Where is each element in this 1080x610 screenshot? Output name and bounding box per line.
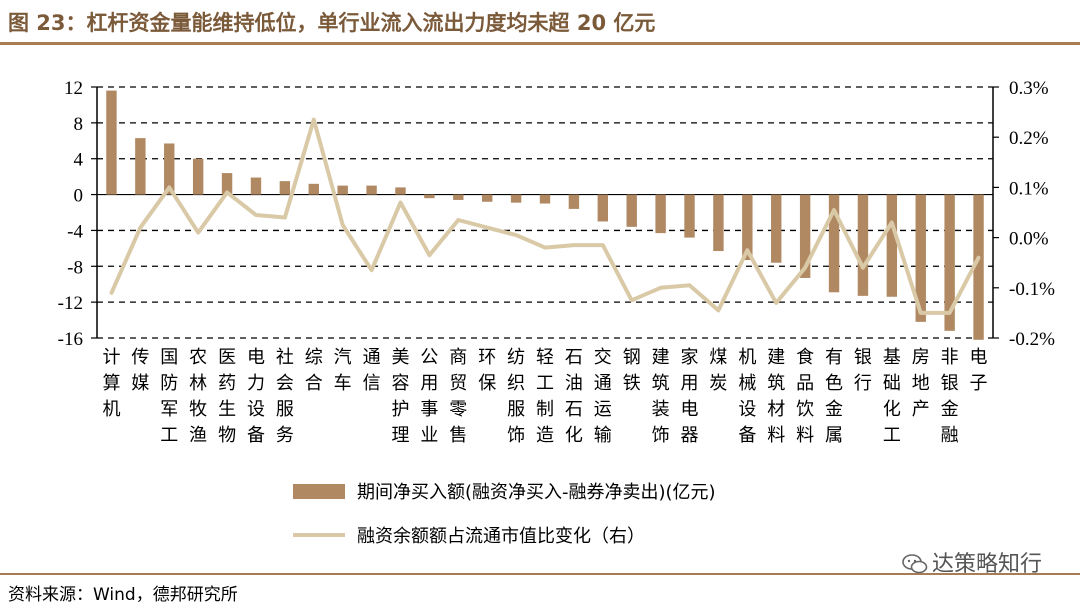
bar [655,194,666,234]
bar [510,194,522,203]
category-label: 钢铁 [623,347,641,394]
category-label: 通信 [363,347,381,394]
bar [453,194,464,200]
bar [221,173,233,195]
bar-series [106,90,984,340]
bar [424,194,435,199]
line-series [109,117,981,315]
wechat-icon [902,554,928,574]
legend: 期间净买入额(融资净买入-融券净卖出)(亿元) 融资余额额占流通市值比变化（右） [293,482,716,547]
category-label: 机械设备 [738,347,756,446]
category-labels: 计算机传媒国防军工农林牧渔医药生物电力设备社会服务综合汽车通信美容护理公用事业商… [102,347,987,446]
bar [539,194,551,204]
category-label: 建筑材料 [767,347,785,446]
right-tick-label: -0.2% [1009,329,1055,350]
bar [135,138,146,195]
left-tick-label: -16 [58,329,83,350]
page-title: 图 23：杠杆资金量能维持低位，单行业流入流出力度均未超 20 亿元 [8,11,656,35]
category-label: 综合 [305,347,323,394]
right-tick-label: 0.0% [1009,229,1049,250]
category-label: 石油石化 [565,347,583,446]
bar [684,194,695,238]
category-label: 基础化工 [883,347,901,446]
category-label: 非银金融 [941,347,959,446]
category-label: 医药生物 [218,347,236,446]
category-label: 食品饮料 [796,347,814,446]
category-label: 公用事业 [420,347,438,446]
bar [366,185,377,195]
left-tick-label: 8 [74,114,84,135]
bar [250,177,262,195]
bar [164,143,175,195]
category-label: 房地产 [912,347,930,420]
bar [481,194,493,202]
category-label: 商贸零售 [449,347,467,446]
bar [395,187,406,195]
axes [96,87,994,338]
right-tick-label: 0.1% [1009,178,1049,199]
top-rule [0,42,1080,45]
right-tick-label: -0.1% [1009,279,1055,300]
category-label: 银行 [854,347,872,394]
bar [742,194,753,261]
left-tick-label: -12 [58,293,83,314]
category-label: 社会服务 [276,347,294,446]
category-label: 农林牧渔 [189,347,207,446]
category-label: 电子 [970,347,988,394]
watermark-text: 达策略知行 [931,552,1042,577]
left-tick-label: -8 [67,257,83,278]
bar [944,194,955,331]
bar [973,194,984,340]
legend-label-line: 融资余额额占流通市值比变化（右） [357,526,645,547]
category-label: 纺织服饰 [507,347,525,446]
category-label: 国防军工 [160,347,178,446]
category-label: 家用电器 [681,347,699,446]
left-tick-label: 12 [64,78,83,99]
category-label: 交通运输 [594,347,612,446]
bar [279,181,291,195]
category-label: 建筑装饰 [652,347,670,446]
category-label: 汽车 [334,347,352,394]
bar [192,158,204,195]
left-tick-label: 4 [74,150,84,171]
bar [597,194,609,222]
series-line [109,117,981,315]
legend-label-bars: 期间净买入额(融资净买入-融券净卖出)(亿元) [357,482,716,503]
category-label: 传媒 [131,347,149,394]
category-label: 轻工制造 [536,347,554,446]
bottom-rule [0,573,1080,575]
bar [799,194,811,278]
bar [771,194,782,263]
bar [337,185,348,195]
bar [915,194,926,322]
right-tick-label: 0.2% [1009,128,1049,149]
category-label: 煤炭 [709,347,727,394]
watermark: 达策略知行 [902,546,1042,578]
source-note: 资料来源：Wind，德邦研究所 [8,585,238,605]
category-label: 环保 [478,347,496,394]
category-label: 计算机 [102,347,120,420]
bar [713,194,724,252]
bar [308,183,319,195]
category-label: 美容护理 [391,347,409,446]
bar [626,194,637,227]
chart: 12 8 4 0 -4 -8 -12 -16 0.3% 0.2% 0.1% 0.0% -0.1% -0.… [58,78,1055,547]
bar [857,194,869,296]
bar [886,194,898,297]
category-label: 有色金属 [825,347,843,446]
left-tick-label: -4 [67,221,83,242]
right-tick-label: 0.3% [1009,78,1049,99]
category-label: 电力设备 [247,347,265,446]
legend-bar-swatch [293,484,345,499]
left-axis-ticks: 12 8 4 0 -4 -8 -12 -16 [58,78,97,350]
right-axis-ticks: 0.3% 0.2% 0.1% 0.0% -0.1% -0.2% [993,78,1055,350]
left-tick-label: 0 [74,186,84,207]
bar [828,194,840,293]
bar [568,194,580,209]
bar [106,90,117,195]
